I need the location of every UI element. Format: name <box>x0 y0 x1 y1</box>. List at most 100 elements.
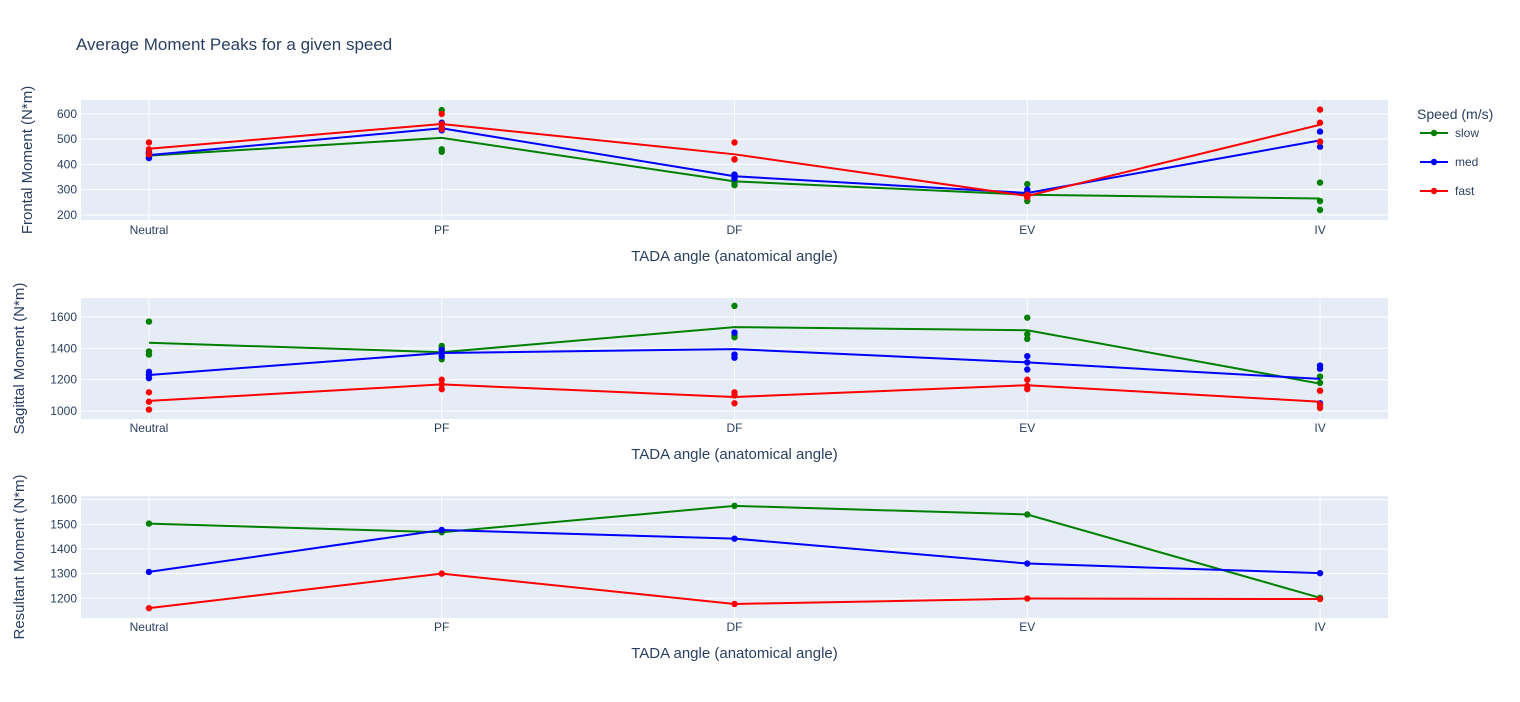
x-tick-label: DF <box>727 223 743 237</box>
data-point-med <box>731 329 738 336</box>
data-point-med <box>1316 569 1324 577</box>
data-point-med <box>731 535 738 542</box>
data-point-slow <box>145 351 153 358</box>
data-point-fast <box>1024 385 1031 393</box>
series-line-med <box>148 348 1321 380</box>
x-tick-label: PF <box>434 223 449 237</box>
series-line-fast <box>148 122 1321 198</box>
y-tick-label: 200 <box>57 208 77 222</box>
x-axis-title: TADA angle (anatomical angle) <box>631 446 838 463</box>
data-point-fast <box>731 156 738 163</box>
data-point-med <box>731 354 738 361</box>
y-tick-label: 1200 <box>50 591 77 605</box>
legend-label-med: med <box>1455 155 1478 169</box>
data-point-med <box>145 374 153 382</box>
x-tick-label: PF <box>434 421 449 435</box>
x-tick-label: DF <box>727 421 743 435</box>
data-point-slow <box>145 318 153 325</box>
data-point-fast <box>1316 138 1324 145</box>
legend-label-slow: slow <box>1455 126 1479 140</box>
data-point-fast <box>1024 376 1031 383</box>
subplots: Neutral PF DF EV IV 200 300 400 500 600 TADA angle… <box>11 86 1388 662</box>
y-tick-label: 1600 <box>50 493 77 507</box>
y-tick-label: 1000 <box>50 404 77 418</box>
data-point-slow <box>731 181 738 189</box>
data-point-fast <box>731 139 738 146</box>
data-point-slow <box>731 302 738 310</box>
y-tick-label: 1400 <box>50 542 77 556</box>
data-point-med <box>1024 359 1031 366</box>
data-point-fast <box>1024 595 1031 602</box>
legend-marker-fast <box>1430 187 1438 195</box>
data-point-med <box>731 175 738 182</box>
data-point-fast <box>145 398 153 405</box>
x-axis-title: TADA angle (anatomical angle) <box>631 248 838 265</box>
data-point-fast <box>1316 595 1324 603</box>
chart-title: Average Moment Peaks for a given speed <box>76 35 392 54</box>
data-point-fast <box>145 139 153 146</box>
y-tick-label: 1600 <box>50 310 77 324</box>
data-point-med <box>1316 143 1324 150</box>
legend-label-fast: fast <box>1455 184 1475 198</box>
y-tick-label: 1400 <box>50 341 77 355</box>
legend: Speed (m/s) slow med fast <box>1417 106 1493 198</box>
data-point-slow <box>438 148 445 155</box>
x-tick-label: Neutral <box>130 223 169 237</box>
data-point-slow <box>1316 197 1324 205</box>
legend-marker-slow <box>1430 129 1438 137</box>
x-tick-label: Neutral <box>130 421 169 435</box>
data-point-fast <box>438 385 445 393</box>
data-point-fast <box>1316 119 1324 126</box>
data-point-fast <box>438 570 445 577</box>
x-tick-label: IV <box>1314 421 1325 435</box>
y-tick-label: 1200 <box>50 373 77 387</box>
data-point-fast <box>438 125 445 133</box>
y-tick-label: 500 <box>57 132 77 146</box>
data-point-fast <box>1024 192 1031 200</box>
data-point-med <box>1316 128 1324 135</box>
data-point-fast <box>731 400 738 407</box>
y-axis-title: Frontal Moment (N*m) <box>19 86 36 234</box>
data-point-med <box>1024 352 1031 360</box>
data-point-med <box>438 352 445 360</box>
data-point-med <box>1316 365 1324 372</box>
x-tick-label: DF <box>727 620 743 634</box>
x-tick-label: IV <box>1314 223 1325 237</box>
y-axis-title: Sagittal Moment (N*m) <box>11 283 28 435</box>
x-tick-label: PF <box>434 620 449 634</box>
data-point-med <box>1024 366 1031 373</box>
data-point-fast <box>145 389 153 396</box>
data-point-fast <box>731 392 738 399</box>
data-point-fast <box>438 110 445 118</box>
x-axis-title: TADA angle (anatomical angle) <box>631 645 838 662</box>
data-point-slow <box>1024 180 1031 188</box>
data-point-fast <box>731 600 738 608</box>
y-tick-label: 300 <box>57 183 77 197</box>
data-point-med <box>1024 560 1031 567</box>
data-point-slow <box>1316 179 1324 186</box>
data-point-slow <box>1024 511 1031 518</box>
y-tick-label: 1500 <box>50 517 77 531</box>
data-point-slow <box>1024 314 1031 321</box>
data-point-fast <box>1316 404 1324 412</box>
data-point-fast <box>145 146 153 153</box>
x-tick-label: EV <box>1019 223 1035 237</box>
data-point-fast <box>145 151 153 158</box>
x-tick-label: IV <box>1314 620 1325 634</box>
legend-title: Speed (m/s) <box>1417 106 1493 122</box>
y-tick-label: 1300 <box>50 567 77 581</box>
legend-marker-med <box>1430 158 1438 166</box>
data-point-fast <box>1316 106 1324 113</box>
x-tick-label: EV <box>1019 620 1035 634</box>
data-point-slow <box>731 502 738 510</box>
data-point-med <box>145 568 153 576</box>
data-point-fast <box>145 604 153 612</box>
data-point-slow <box>1316 206 1324 214</box>
data-point-fast <box>438 376 445 383</box>
data-point-slow <box>1316 379 1324 387</box>
series-line-slow <box>148 326 1321 385</box>
x-tick-label: EV <box>1019 421 1035 435</box>
y-axis-title: Resultant Moment (N*m) <box>11 474 28 639</box>
data-point-fast <box>1316 387 1324 394</box>
